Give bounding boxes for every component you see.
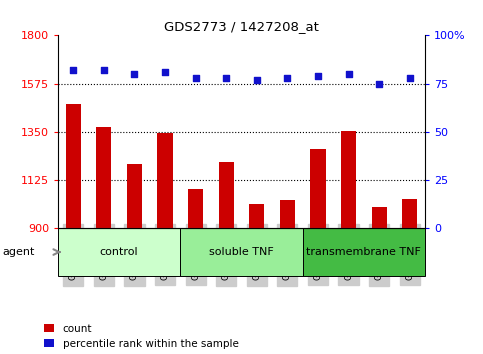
Bar bbox=[188, 189, 203, 228]
Title: GDS2773 / 1427208_at: GDS2773 / 1427208_at bbox=[164, 20, 319, 33]
Bar bbox=[157, 133, 173, 228]
Bar bbox=[341, 131, 356, 228]
Legend: count, percentile rank within the sample: count, percentile rank within the sample bbox=[44, 324, 239, 349]
Bar bbox=[127, 164, 142, 228]
Point bbox=[253, 77, 261, 82]
Point bbox=[284, 75, 291, 81]
Point bbox=[100, 67, 108, 73]
Point bbox=[222, 75, 230, 81]
Point bbox=[192, 75, 199, 81]
Bar bbox=[402, 199, 417, 228]
Point bbox=[375, 81, 383, 86]
Bar bbox=[249, 205, 265, 228]
Bar bbox=[371, 207, 387, 228]
Bar bbox=[303, 228, 425, 276]
Bar bbox=[219, 162, 234, 228]
Point bbox=[161, 69, 169, 75]
Point bbox=[130, 71, 138, 77]
Bar bbox=[311, 149, 326, 228]
Point bbox=[406, 75, 413, 81]
Text: soluble TNF: soluble TNF bbox=[209, 247, 274, 257]
Text: transmembrane TNF: transmembrane TNF bbox=[306, 247, 421, 257]
Text: agent: agent bbox=[2, 247, 35, 257]
Bar bbox=[180, 228, 303, 276]
Point bbox=[70, 67, 77, 73]
Text: control: control bbox=[100, 247, 139, 257]
Bar bbox=[96, 127, 112, 228]
Point bbox=[314, 73, 322, 79]
Bar bbox=[280, 200, 295, 228]
Bar bbox=[66, 104, 81, 228]
Point bbox=[345, 71, 353, 77]
Bar bbox=[58, 228, 180, 276]
